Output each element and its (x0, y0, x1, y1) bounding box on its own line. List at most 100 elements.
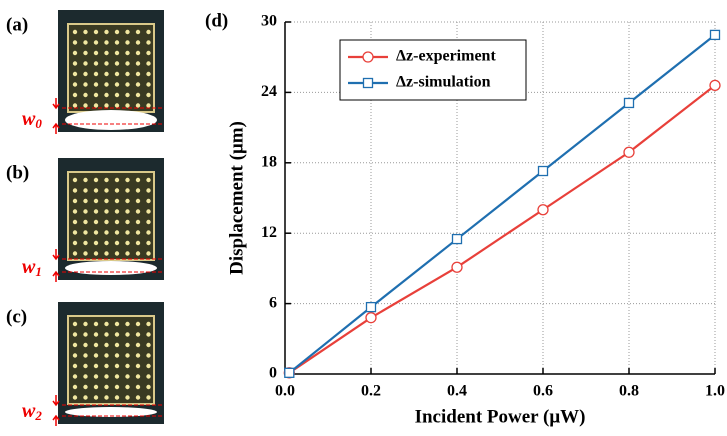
photo-dot (104, 103, 109, 108)
photo-dot (72, 395, 78, 400)
photo-dot (104, 230, 109, 235)
photo-dot (104, 353, 109, 358)
photo-dot (104, 71, 109, 77)
photo-dot (135, 103, 141, 108)
base (65, 261, 157, 275)
photo-dot (83, 209, 88, 214)
photo-dot (146, 40, 151, 45)
photo-dot (135, 384, 141, 390)
x-tick-label: 0.4 (447, 383, 467, 400)
width-subscript: 0 (35, 116, 42, 131)
marker (365, 312, 377, 324)
cage (67, 23, 155, 113)
photo-dot (114, 103, 120, 108)
photo-dot (83, 61, 88, 66)
photo-dot (146, 219, 151, 225)
photo-dot (135, 353, 141, 358)
photo-dot (114, 395, 120, 400)
photo-dot (114, 209, 120, 214)
photo-dot (93, 332, 99, 337)
width-subscript: 2 (34, 408, 42, 423)
photo-dot (125, 384, 130, 390)
photo-dot (72, 219, 78, 225)
photo-dot (135, 71, 141, 77)
legend-label: Δz-experiment (396, 48, 496, 65)
photo-dot (93, 374, 99, 379)
photo-dot (125, 29, 130, 35)
photo-dot (93, 342, 99, 348)
series-line (288, 84, 716, 374)
photo-dot (72, 342, 78, 348)
photo-dot (125, 374, 130, 379)
photo-dot (146, 50, 151, 56)
photo-dot (125, 61, 130, 66)
photo-dot (104, 384, 109, 390)
photo-dot (93, 188, 99, 193)
base (65, 110, 157, 130)
photo-dot (125, 50, 130, 56)
photo-dot (135, 363, 141, 369)
photo-dot (114, 353, 120, 358)
photo-dot (104, 188, 109, 193)
photo-dot (83, 82, 88, 87)
photo-dot (125, 230, 130, 235)
photo-dot (135, 395, 141, 400)
panel-label: (c) (6, 306, 27, 327)
photo-dot (83, 177, 88, 183)
photo-dot (125, 251, 130, 256)
photo-dot (83, 363, 88, 369)
photo-dot (146, 230, 151, 235)
photo-dot (93, 321, 99, 327)
photo-dot (114, 374, 120, 379)
x-tick-label: 0.0 (275, 383, 295, 400)
photo-dot (72, 71, 78, 77)
photo-dot (114, 332, 120, 337)
marker (365, 301, 377, 313)
photo-dot (72, 92, 78, 98)
series-line (288, 34, 716, 374)
panel-label: (a) (6, 14, 28, 35)
photo-dot (104, 50, 109, 56)
photo-dot (83, 71, 88, 77)
arrow (52, 249, 60, 282)
photo-dot (104, 92, 109, 98)
cage (67, 315, 155, 405)
photo-dot (135, 321, 141, 327)
photo-dot (135, 177, 141, 183)
photo-dot (83, 40, 88, 45)
marker (537, 165, 549, 177)
photo-dot (125, 177, 130, 183)
photo-dot (104, 342, 109, 348)
cage (67, 171, 155, 261)
width-symbol: w (22, 256, 36, 278)
photo-dot (72, 321, 78, 327)
photo-dot (83, 219, 88, 225)
photo-dot (146, 240, 151, 246)
photo-dot (72, 40, 78, 45)
photo-dot (72, 230, 78, 235)
photo-dot (72, 251, 78, 256)
photo-dot (83, 198, 88, 204)
photo-dot (146, 103, 151, 108)
y-tick-label: 18 (261, 153, 277, 170)
photo-dot (72, 332, 78, 337)
y-tick-label: 6 (269, 294, 277, 311)
photo-dot (104, 374, 109, 379)
photo-dot (114, 188, 120, 193)
width-symbol: w (22, 108, 36, 130)
marker (537, 204, 549, 216)
photo-dot (114, 384, 120, 390)
photo-dot (125, 92, 130, 98)
photo-dot (125, 395, 130, 400)
photo-dot (114, 230, 120, 235)
photo-dot (104, 332, 109, 337)
photo-dot (93, 198, 99, 204)
photo-dot (93, 395, 99, 400)
photo-dot (135, 188, 141, 193)
photo-dot (93, 240, 99, 246)
photo-dot (125, 40, 130, 45)
panel-label: (b) (6, 162, 29, 183)
photo-dot (104, 321, 109, 327)
photo-dot (72, 198, 78, 204)
